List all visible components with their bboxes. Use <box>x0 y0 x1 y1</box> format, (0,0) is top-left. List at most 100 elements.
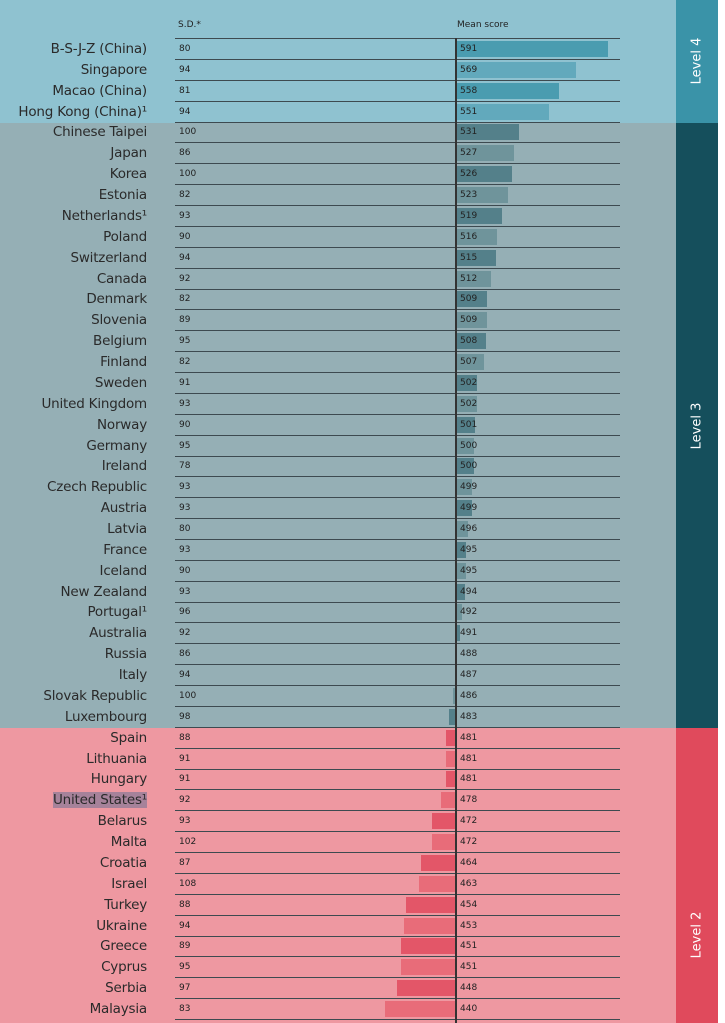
table-row: Hungary 91 481 <box>0 769 676 791</box>
score-bar <box>456 82 560 99</box>
table-row: Russia 86 488 <box>0 644 676 666</box>
table-row: Korea 100 526 <box>0 164 676 186</box>
table-row: United Kingdom 93 502 <box>0 394 676 415</box>
table-row: Austria 93 499 <box>0 498 676 520</box>
score-bar <box>456 562 467 579</box>
country-label: Korea <box>109 166 147 183</box>
score-bar <box>420 854 456 871</box>
country-label: Belarus <box>97 813 148 830</box>
sd-value: 80 <box>179 44 191 54</box>
score-value: 502 <box>460 377 478 388</box>
table-row: Iceland 90 495 <box>0 561 676 582</box>
country-label: Singapore <box>80 61 148 78</box>
score-bar <box>456 416 476 433</box>
score-value: 451 <box>460 941 478 952</box>
row-rule <box>175 79 620 81</box>
table-row: Finland 82 507 <box>0 352 676 374</box>
sd-value: 93 <box>179 544 191 555</box>
score-value: 453 <box>460 920 478 931</box>
country-label: Hungary <box>90 771 147 788</box>
sd-value: 94 <box>179 920 191 931</box>
country-label: Portugal¹ <box>87 604 147 621</box>
table-row: Belarus 93 472 <box>0 811 676 833</box>
score-value: 472 <box>460 816 478 827</box>
score-value: 502 <box>460 398 478 409</box>
table-row: Germany 95 500 <box>0 436 676 457</box>
score-value: 486 <box>460 690 478 701</box>
country-label: B-S-J-Z (China) <box>50 41 148 57</box>
country-label: Ukraine <box>96 917 147 934</box>
sd-value: 92 <box>179 795 191 806</box>
country-label: Macao (China) <box>52 82 147 99</box>
sd-value: 98 <box>179 711 191 722</box>
sd-value: 93 <box>179 210 191 221</box>
sd-value: 94 <box>179 106 191 117</box>
score-value: 501 <box>460 419 478 430</box>
score-value: 454 <box>460 899 478 910</box>
score-value: 509 <box>460 315 478 326</box>
table-row: Italy 94 487 <box>0 665 676 687</box>
score-bar <box>456 395 477 412</box>
score-value: 591 <box>460 44 478 54</box>
sd-value: 91 <box>179 377 191 388</box>
row-rule <box>175 559 620 561</box>
row-rule <box>175 580 620 582</box>
row-rule <box>175 1019 620 1021</box>
score-bar <box>432 834 456 851</box>
level-background <box>0 0 676 123</box>
row-rule <box>175 747 620 749</box>
row-rule <box>175 872 620 874</box>
score-value: 495 <box>460 544 478 555</box>
sd-value: 93 <box>179 586 191 597</box>
sd-value: 81 <box>179 85 191 96</box>
country-label: France <box>103 541 147 558</box>
sd-value: 78 <box>179 461 191 472</box>
score-value: 496 <box>460 524 478 534</box>
score-value: 500 <box>460 440 478 451</box>
row-rule <box>175 977 620 979</box>
table-row: Denmark 82 509 <box>0 289 676 311</box>
row-rule <box>175 539 620 540</box>
table-row: Latvia 80 496 <box>0 519 676 540</box>
sd-value: 100 <box>179 690 197 701</box>
row-rule <box>175 100 620 102</box>
sd-value: 94 <box>179 64 191 75</box>
sd-value: 86 <box>179 148 191 159</box>
score-bar <box>456 145 514 162</box>
sd-value: 95 <box>179 962 191 973</box>
score-bar <box>456 103 549 120</box>
row-rule <box>175 392 620 394</box>
country-label: Spain <box>110 729 147 746</box>
row-rule <box>175 831 620 833</box>
score-bar <box>456 187 508 204</box>
country-label: Sweden <box>94 374 147 391</box>
score-value: 499 <box>460 503 478 514</box>
score-bar <box>456 270 492 287</box>
sd-value: 82 <box>179 357 191 368</box>
sd-value: 91 <box>179 753 191 764</box>
score-value: 500 <box>460 461 478 472</box>
sd-value: 88 <box>179 732 191 743</box>
row-rule <box>175 998 620 1000</box>
row-rule <box>175 789 620 791</box>
score-value: 507 <box>460 357 478 368</box>
table-row: Malta 102 472 <box>0 832 676 854</box>
score-bar <box>456 124 520 141</box>
score-value: 494 <box>460 586 478 597</box>
score-value: 512 <box>460 273 478 284</box>
table-row: Japan 86 527 <box>0 143 676 165</box>
row-rule <box>175 372 620 374</box>
table-row: Sweden 91 502 <box>0 373 676 394</box>
sd-value: 82 <box>179 294 191 305</box>
table-row: Hong Kong (China)¹ 94 551 <box>0 102 676 123</box>
country-label: Japan <box>110 145 147 162</box>
sd-value: 102 <box>179 837 197 848</box>
table-row: Turkey 88 454 <box>0 895 676 916</box>
country-label: Ireland <box>101 458 147 475</box>
country-label: Croatia <box>99 854 147 871</box>
sd-value: 91 <box>179 774 191 785</box>
score-value: 448 <box>460 983 478 994</box>
sd-value: 108 <box>179 878 197 889</box>
score-value: 516 <box>460 231 478 242</box>
country-label: Poland <box>103 228 147 245</box>
